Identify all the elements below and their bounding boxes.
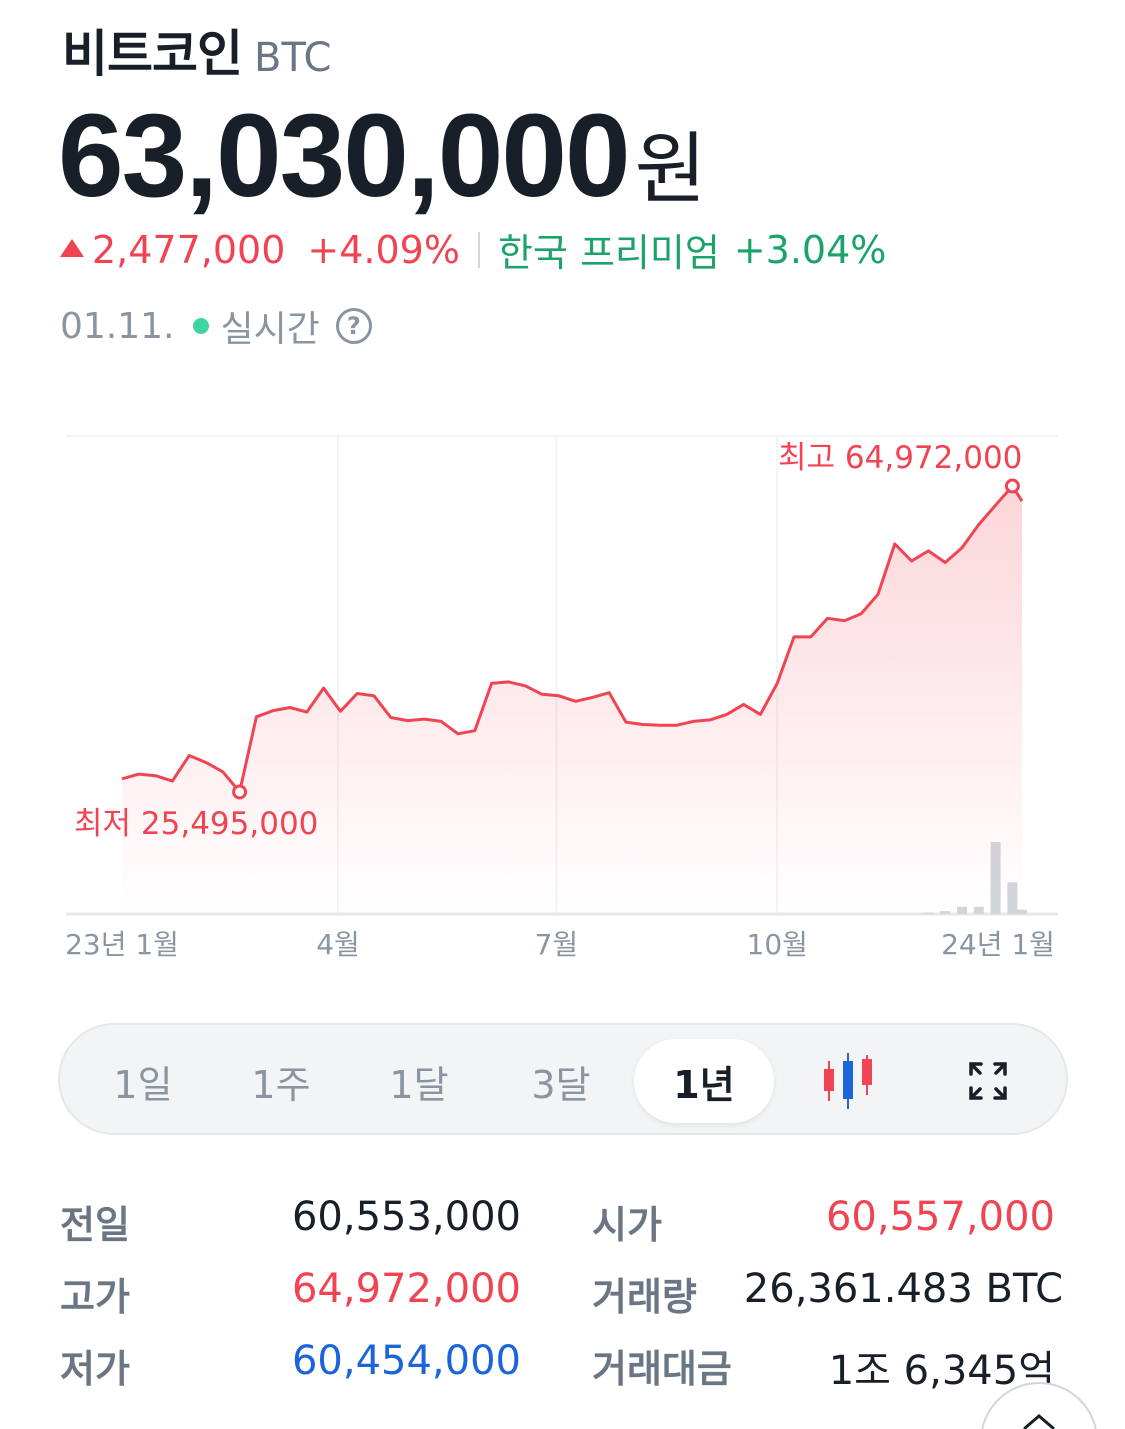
coin-header: 비트코인 BTC [62, 14, 331, 86]
tab-1-day[interactable]: 1일 [113, 1062, 173, 1107]
low-value: 60,454,000 [291, 1338, 521, 1384]
price-date: 01.11. [60, 305, 175, 347]
high-value: 64,972,000 [291, 1266, 521, 1312]
change-rate: +4.09% [307, 227, 460, 272]
x-tick-label: 4월 [316, 928, 360, 961]
coin-name: 비트코인 [62, 25, 243, 83]
fullscreen-icon[interactable] [948, 1039, 1028, 1123]
price-line [121, 484, 1024, 794]
price-value: 63,030,000 [58, 90, 631, 222]
live-label: 실시간 [220, 309, 320, 350]
current-price: 63,030,000 원 [58, 88, 706, 224]
open-label: 시가 [592, 1203, 662, 1247]
help-icon[interactable]: ? [335, 308, 372, 344]
chevron-up-icon [1023, 1414, 1055, 1429]
premium-rate[interactable]: +3.04% [733, 227, 887, 272]
tab-3-months[interactable]: 3달 [531, 1062, 591, 1107]
high-label: 고가 [60, 1275, 130, 1319]
min-label: 최저 25,495,000 [74, 806, 318, 842]
change-row: 2,477,000 +4.09% 한국 프리미엄 +3.04% [60, 222, 886, 277]
price-unit: 원 [634, 125, 707, 215]
volume-label: 거래량 [592, 1275, 697, 1319]
x-tick-label: 24년 1월 [941, 928, 1055, 961]
change-amount: 2,477,000 [92, 227, 286, 272]
price-chart[interactable]: 최고 64,972,000 최저 25,495,000 23년 1월 4월 7월 10월… [0, 400, 1125, 980]
low-label: 저가 [60, 1347, 130, 1391]
x-tick-label: 7월 [535, 928, 579, 961]
trade-value-label: 거래대금 [592, 1347, 732, 1391]
prev-close-value: 60,553,000 [291, 1194, 521, 1240]
tab-1-week[interactable]: 1주 [251, 1062, 311, 1107]
meta-row: 01.11. 실시간 ? [60, 300, 372, 352]
live-dot-icon [192, 318, 209, 334]
max-point [1004, 478, 1020, 494]
period-selector: 1일 1주 1달 3달 1년 [58, 1023, 1068, 1135]
volume-value: 26,361.483 BTC [743, 1266, 1063, 1312]
tab-1-month[interactable]: 1달 [389, 1062, 449, 1107]
tab-1-year[interactable]: 1년 [634, 1039, 774, 1123]
premium-label[interactable]: 한국 프리미엄 [497, 231, 720, 275]
max-label: 최고 64,972,000 [778, 440, 1022, 476]
coin-ticker: BTC [254, 35, 332, 81]
open-value: 60,557,000 [825, 1194, 1055, 1240]
price-area [122, 486, 1022, 914]
min-point [232, 784, 248, 800]
prev-close-label: 전일 [60, 1203, 130, 1247]
x-tick-label: 23년 1월 [65, 928, 179, 961]
candlestick-icon[interactable] [808, 1039, 888, 1123]
x-tick-label: 10월 [747, 928, 808, 961]
up-arrow-icon [60, 238, 84, 257]
divider [477, 231, 480, 268]
